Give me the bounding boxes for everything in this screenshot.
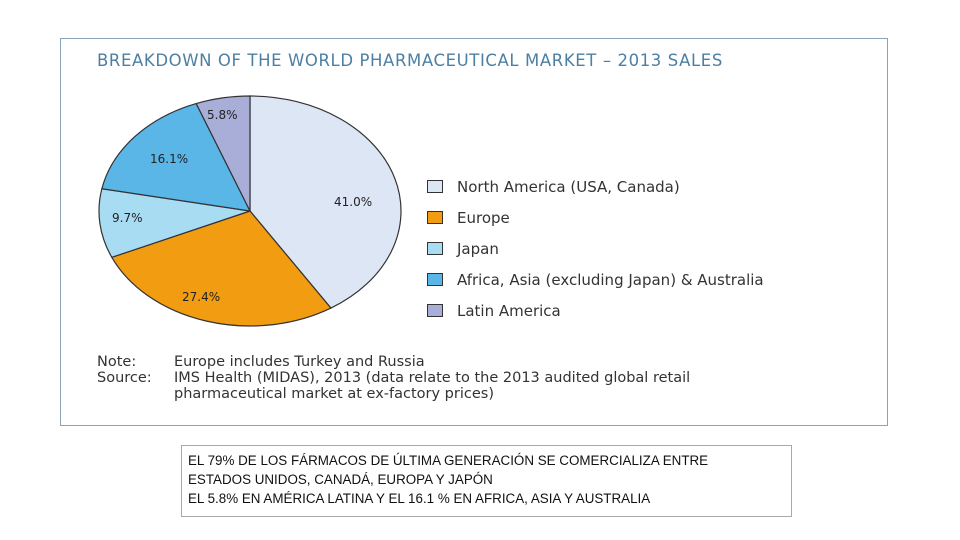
legend-item-africa-asia: Africa, Asia (excluding Japan) & Austral…: [427, 264, 764, 295]
legend-label: North America (USA, Canada): [457, 177, 680, 196]
legend: North America (USA, Canada) Europe Japan…: [427, 171, 764, 326]
legend-label: Africa, Asia (excluding Japan) & Austral…: [457, 270, 764, 289]
legend-swatch: [427, 273, 443, 286]
legend-swatch: [427, 211, 443, 224]
slice-label-africa-asia: 16.1%: [150, 152, 189, 166]
pie-slice-north-america: [249, 95, 402, 309]
note-text: Europe includes Turkey and Russia: [174, 354, 425, 370]
slice-label-europe: 27.4%: [182, 290, 221, 304]
chart-notes: Note: Europe includes Turkey and Russia …: [97, 354, 690, 402]
caption-box: EL 79% DE LOS FÁRMACOS DE ÚLTIMA GENERAC…: [181, 445, 792, 517]
caption-line: ESTADOS UNIDOS, CANADÁ, EUROPA Y JAPÓN: [188, 472, 493, 487]
slice-label-japan: 9.7%: [112, 211, 143, 225]
legend-item-europe: Europe: [427, 202, 764, 233]
note-row: Note: Europe includes Turkey and Russia: [97, 354, 690, 370]
legend-label: Europe: [457, 208, 510, 227]
legend-item-japan: Japan: [427, 233, 764, 264]
legend-label: Japan: [457, 239, 499, 258]
legend-swatch: [427, 304, 443, 317]
pie-slice-europe: [110, 210, 332, 327]
source-text-line1: IMS Health (MIDAS), 2013 (data relate to…: [174, 370, 691, 386]
pie-slice-africa-asia: [101, 102, 252, 212]
chart-frame: BREAKDOWN OF THE WORLD PHARMACEUTICAL MA…: [60, 38, 888, 426]
chart-title: BREAKDOWN OF THE WORLD PHARMACEUTICAL MA…: [97, 51, 723, 70]
source-text-line2: pharmaceutical market at ex-factory pric…: [174, 386, 494, 402]
source-row: Source: IMS Health (MIDAS), 2013 (data r…: [97, 370, 690, 386]
source-row-continued: pharmaceutical market at ex-factory pric…: [97, 386, 690, 402]
caption-line: EL 79% DE LOS FÁRMACOS DE ÚLTIMA GENERAC…: [188, 453, 709, 468]
legend-item-north-america: North America (USA, Canada): [427, 171, 764, 202]
pie-chart: [98, 95, 402, 327]
source-key: Source:: [97, 370, 152, 386]
caption-line: EL 5.8% EN AMÉRICA LATINA Y EL 16.1 % EN…: [188, 491, 651, 506]
note-key: Note:: [97, 354, 137, 370]
legend-swatch: [427, 242, 443, 255]
legend-swatch: [427, 180, 443, 193]
legend-label: Latin America: [457, 301, 561, 320]
slice-label-north-america: 41.0%: [334, 195, 373, 209]
legend-item-latin-america: Latin America: [427, 295, 764, 326]
note-key-spacer: [97, 386, 174, 402]
pie-slice-latin-america: [195, 95, 251, 212]
slice-label-latin-america: 5.8%: [207, 108, 238, 122]
